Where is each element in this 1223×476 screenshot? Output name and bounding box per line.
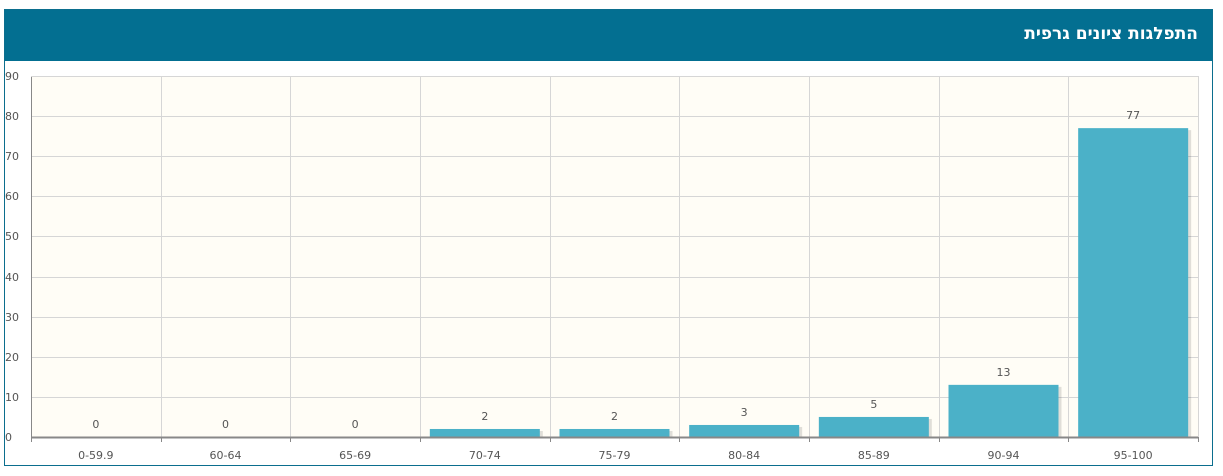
panel-title: התפלגות ציונים גרפית	[1024, 24, 1198, 44]
bar	[689, 424, 800, 437]
y-tick-label: 50	[5, 230, 19, 243]
data-label: 2	[611, 410, 618, 423]
data-label: 0	[92, 418, 99, 431]
x-tick-label: 90-94	[988, 449, 1020, 462]
data-label: 3	[741, 406, 748, 419]
x-tick-label: 65-69	[339, 449, 371, 462]
data-label: 0	[352, 418, 359, 431]
bar	[1078, 128, 1189, 437]
y-tick-label: 30	[5, 311, 19, 324]
y-tick-label: 40	[5, 271, 19, 284]
bar	[948, 384, 1059, 437]
data-label: 77	[1126, 109, 1140, 122]
y-tick-label: 70	[5, 150, 19, 163]
data-label: 2	[481, 410, 488, 423]
y-tick-label: 90	[5, 70, 19, 83]
y-tick-label: 20	[5, 351, 19, 364]
bar	[818, 416, 929, 437]
panel-header: התפלגות ציונים גרפית	[5, 10, 1212, 61]
data-label: 5	[870, 398, 877, 411]
y-tick-label: 60	[5, 190, 19, 203]
x-tick-label: 80-84	[728, 449, 760, 462]
bar	[559, 428, 670, 437]
x-tick-label: 75-79	[599, 449, 631, 462]
x-tick-label: 70-74	[469, 449, 501, 462]
y-tick-label: 80	[5, 110, 19, 123]
x-tick-label: 60-64	[210, 449, 242, 462]
labels: 0 10 20 30 40 50 60 70 80 90 0 0-59.9 0 60-64 0 65-69 2 7…	[5, 70, 1153, 462]
bars	[429, 128, 1192, 437]
bar	[429, 428, 540, 437]
data-label: 13	[997, 366, 1011, 379]
y-tick-label: 10	[5, 391, 19, 404]
plot-area	[31, 76, 1198, 437]
x-tick-label: 95-100	[1114, 449, 1153, 462]
axes	[31, 76, 1199, 442]
x-tick-label: 85-89	[858, 449, 890, 462]
x-tick-label: 0-59.9	[78, 449, 113, 462]
y-tick-label: 0	[5, 431, 12, 444]
data-label: 0	[222, 418, 229, 431]
